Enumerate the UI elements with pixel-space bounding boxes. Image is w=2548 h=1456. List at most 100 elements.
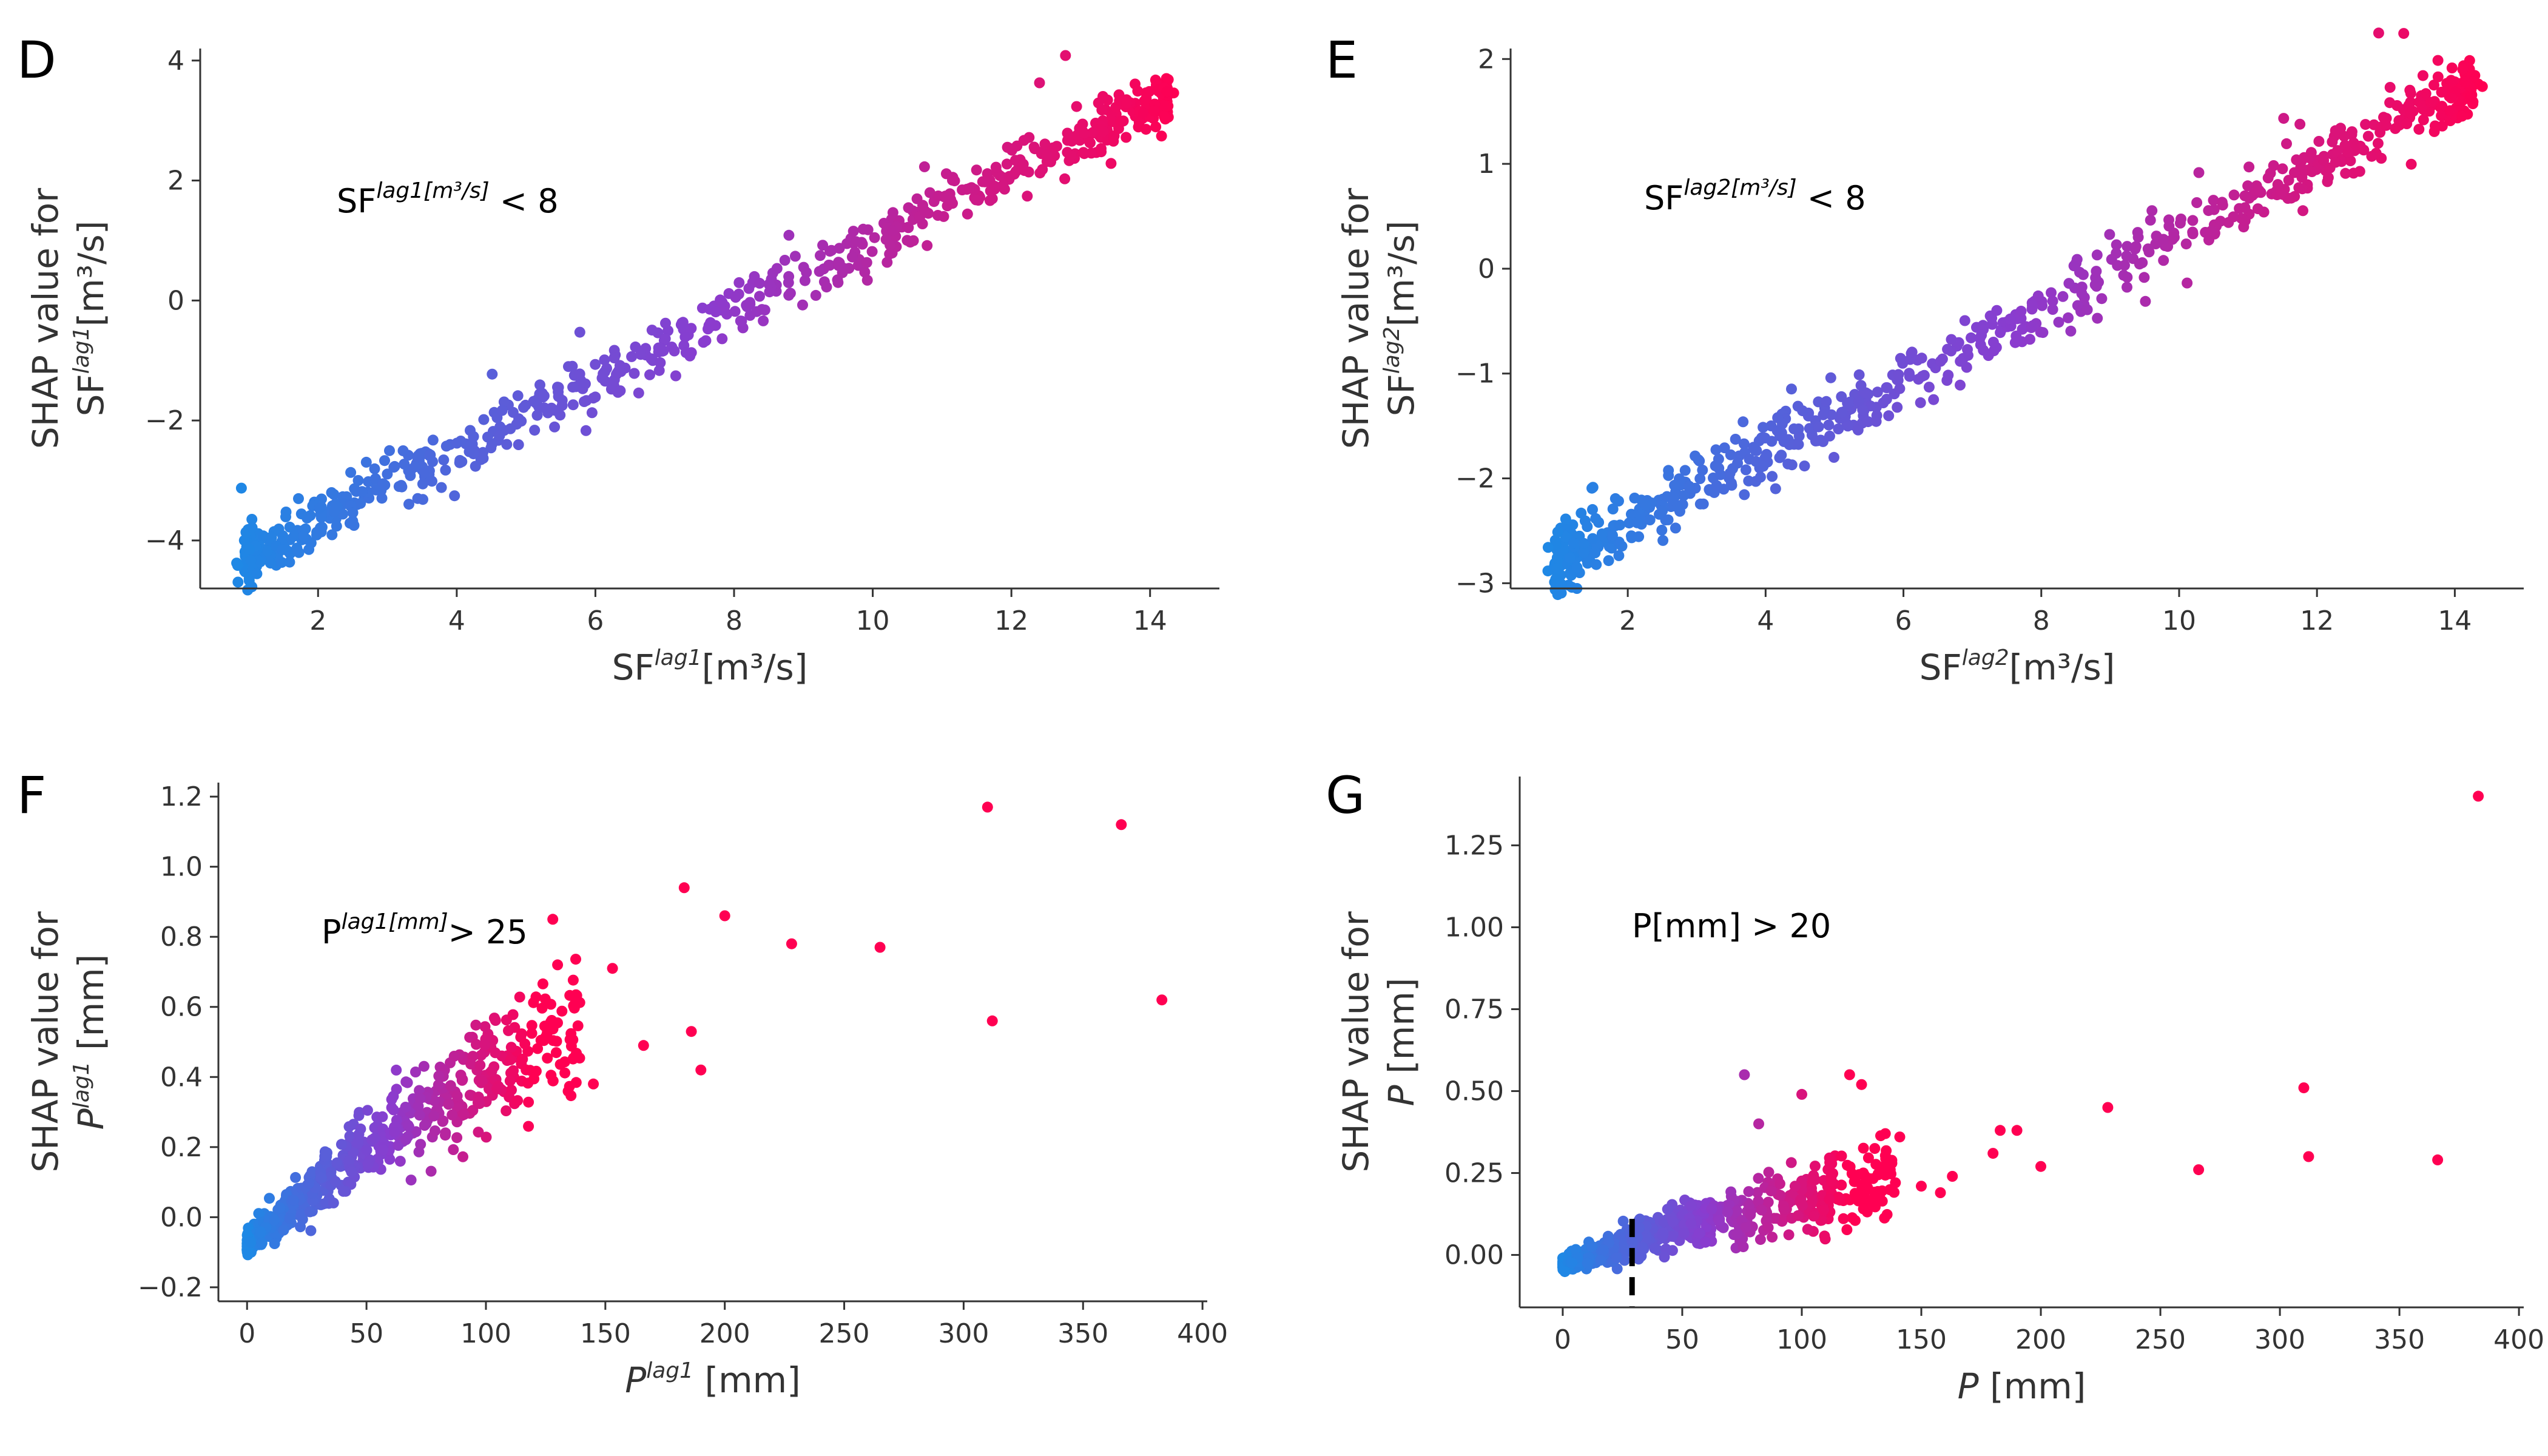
scatter-point — [2305, 147, 2317, 158]
x-tick-label: 300 — [938, 1318, 989, 1349]
scatter-point — [2187, 228, 2199, 240]
scatter-point — [638, 1040, 649, 1051]
scatter-point — [2032, 290, 2044, 302]
scatter-point — [352, 1138, 363, 1149]
scatter-point — [1771, 425, 1783, 436]
scatter-point — [473, 1127, 484, 1138]
scatter-point — [1727, 463, 1738, 474]
scatter-point — [659, 333, 671, 345]
scatter-point — [1792, 1210, 1804, 1221]
scatter-point — [815, 250, 826, 261]
scatter-point — [402, 1119, 414, 1131]
scatter-point — [2459, 76, 2471, 88]
scatter-point — [646, 325, 658, 336]
scatter-point — [1767, 1232, 1778, 1243]
scatter-point — [246, 514, 258, 525]
scatter-point — [716, 297, 728, 308]
scatter-point — [346, 1166, 357, 1178]
x-axis-label: SFlag1[m³/s] — [612, 645, 808, 688]
scatter-point — [464, 1031, 476, 1043]
scatter-point — [458, 1109, 470, 1121]
scatter-point — [2283, 175, 2294, 186]
scatter-point — [2416, 100, 2428, 112]
scatter-point — [885, 240, 896, 251]
scatter-point — [433, 1070, 445, 1082]
scatter-point — [1892, 402, 1903, 413]
scatter-point — [2297, 205, 2308, 217]
scatter-point — [1631, 517, 1643, 528]
scatter-point — [1765, 1185, 1777, 1197]
scatter-point — [2456, 110, 2468, 122]
scatter-point — [1700, 1236, 1711, 1248]
y-tick-label: 0.4 — [160, 1062, 203, 1093]
scatter-point — [1041, 150, 1053, 161]
scatter-point — [932, 210, 943, 221]
scatter-point — [2191, 197, 2203, 208]
scatter-point — [962, 208, 973, 220]
scatter-point — [505, 423, 516, 434]
x-tick-label: 14 — [2438, 605, 2472, 636]
y-axis-label-line2: Plag1 [mm] — [69, 954, 112, 1130]
scatter-point — [1763, 1167, 1774, 1178]
scatter-point — [574, 326, 585, 338]
scatter-point — [2035, 1161, 2046, 1172]
scatter-point — [2243, 161, 2255, 173]
scatter-point — [293, 493, 304, 504]
x-tick-label: 400 — [2493, 1324, 2544, 1355]
scatter-point — [1754, 1234, 1766, 1245]
scatter-point — [1116, 819, 1127, 831]
x-axis-label: Plag1 [mm] — [625, 1358, 801, 1401]
scatter-point — [1671, 501, 1683, 513]
x-tick-label: 200 — [2015, 1324, 2066, 1355]
scatter-point — [695, 1064, 707, 1076]
scatter-point — [588, 393, 599, 404]
scatter-point — [846, 251, 858, 263]
scatter-point — [1824, 430, 1835, 442]
scatter-point — [1694, 473, 1706, 484]
scatter-point — [468, 431, 479, 442]
scatter-point — [388, 1091, 399, 1102]
scatter-point — [1906, 346, 1918, 358]
scatter-point — [567, 360, 578, 372]
scatter-point — [1710, 444, 1722, 456]
scatter-point — [656, 344, 667, 356]
scatter-point — [2268, 160, 2279, 171]
scatter-point — [698, 337, 709, 348]
scatter-point — [2121, 250, 2132, 261]
scatter-point — [633, 387, 644, 399]
scatter-point — [1002, 141, 1013, 153]
scatter-point — [490, 1015, 501, 1026]
x-axis-label: SFlag2[m³/s] — [1919, 645, 2115, 688]
scatter-point — [1589, 547, 1601, 559]
scatter-point — [256, 1238, 268, 1249]
scatter-point — [1947, 1171, 1958, 1182]
scatter-point — [990, 161, 1002, 173]
y-tick-label: 1.0 — [160, 852, 203, 883]
scatter-point — [457, 1151, 468, 1162]
scatter-point — [505, 1042, 517, 1053]
scatter-point — [733, 277, 745, 288]
scatter-point — [922, 240, 933, 251]
scatter-point — [824, 246, 835, 257]
scatter-point — [784, 288, 796, 299]
scatter-point — [245, 554, 257, 566]
scatter-point — [471, 1039, 482, 1050]
scatter-point — [1928, 394, 1940, 405]
scatter-point — [869, 232, 880, 243]
scatter-point — [1051, 141, 1062, 152]
scatter-point — [362, 1105, 373, 1116]
scatter-point — [679, 331, 691, 343]
scatter-point — [1626, 532, 1637, 544]
scatter-point — [1156, 130, 1167, 142]
scatter-point — [940, 190, 951, 202]
scatter-point — [1881, 1208, 1893, 1220]
scatter-point — [1762, 1196, 1774, 1208]
y-tick-label: −0.2 — [138, 1272, 203, 1303]
scatter-point — [833, 260, 844, 271]
scatter-point — [2425, 96, 2436, 108]
scatter-point — [660, 317, 671, 329]
scatter-point — [2384, 82, 2396, 93]
scatter-point — [1085, 137, 1096, 149]
scatter-point — [757, 304, 767, 315]
scatter-point — [598, 368, 609, 380]
